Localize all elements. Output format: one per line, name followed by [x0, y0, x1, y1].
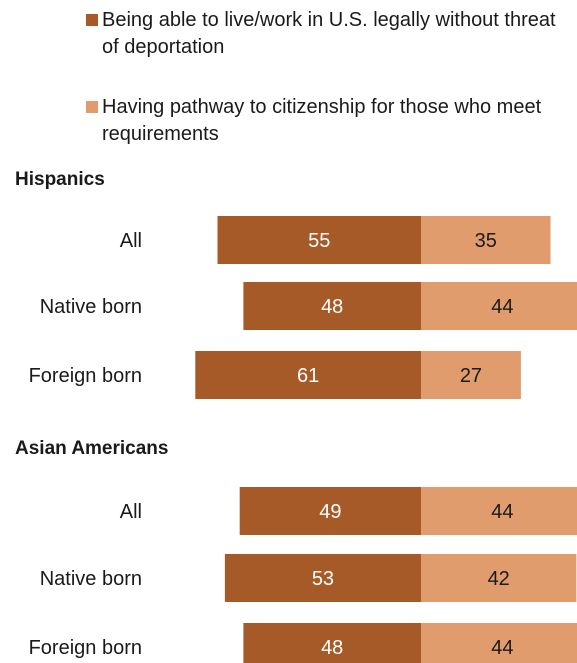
legend-label-citizenship: Having pathway to citizenship for those …: [102, 96, 542, 145]
value-label-citizenship-hispanics-foreign-born: 27: [460, 365, 482, 387]
bar-citizenship-hispanics-native-born: [421, 282, 577, 330]
bar-deportation-asian-americans-all: [239, 487, 421, 535]
value-label-citizenship-asian-americans-all: 44: [491, 501, 513, 523]
bar-citizenship-asian-americans-native-born: [421, 554, 577, 602]
value-label-citizenship-asian-americans-native-born: 42: [488, 568, 510, 590]
value-label-deportation-hispanics-all: 55: [308, 230, 330, 252]
bar-citizenship-hispanics-foreign-born: [421, 351, 521, 399]
bar-deportation-hispanics-native-born: [243, 282, 421, 330]
value-label-deportation-asian-americans-foreign-born: 48: [321, 637, 343, 659]
bar-citizenship-asian-americans-foreign-born: [421, 623, 577, 663]
value-label-citizenship-hispanics-all: 35: [475, 230, 497, 252]
legend-item-citizenship: Having pathway to citizenship for those …: [86, 94, 558, 148]
bar-deportation-asian-americans-foreign-born: [243, 623, 421, 663]
legend-label-deportation: Being able to live/work in U.S. legally …: [102, 9, 556, 58]
group-title-hispanics: Hispanics: [15, 169, 105, 190]
group-title-asian-americans: Asian Americans: [15, 438, 169, 459]
bar-deportation-asian-americans-native-born: [224, 554, 421, 602]
value-label-deportation-hispanics-native-born: 48: [321, 296, 343, 318]
legend-item-deportation: Being able to live/work in U.S. legally …: [86, 7, 558, 61]
row-label-asian-americans-all: All: [120, 501, 142, 523]
bar-deportation-hispanics-foreign-born: [195, 351, 421, 399]
legend-swatch-deportation: [86, 14, 98, 26]
row-label-hispanics-native-born: Native born: [40, 296, 142, 318]
bar-citizenship-asian-americans-all: [421, 487, 577, 535]
legend-swatch-citizenship: [86, 101, 98, 113]
value-label-deportation-asian-americans-native-born: 53: [312, 568, 334, 590]
row-label-hispanics-foreign-born: Foreign born: [29, 365, 142, 387]
row-label-asian-americans-native-born: Native born: [40, 568, 142, 590]
row-label-asian-americans-foreign-born: Foreign born: [29, 637, 142, 659]
value-label-citizenship-hispanics-native-born: 44: [491, 296, 513, 318]
value-label-deportation-asian-americans-all: 49: [319, 501, 341, 523]
bar-deportation-hispanics-all: [217, 216, 421, 264]
value-label-deportation-hispanics-foreign-born: 61: [297, 365, 319, 387]
bar-citizenship-hispanics-all: [421, 216, 551, 264]
value-label-citizenship-asian-americans-foreign-born: 44: [491, 637, 513, 659]
row-label-hispanics-all: All: [120, 230, 142, 252]
